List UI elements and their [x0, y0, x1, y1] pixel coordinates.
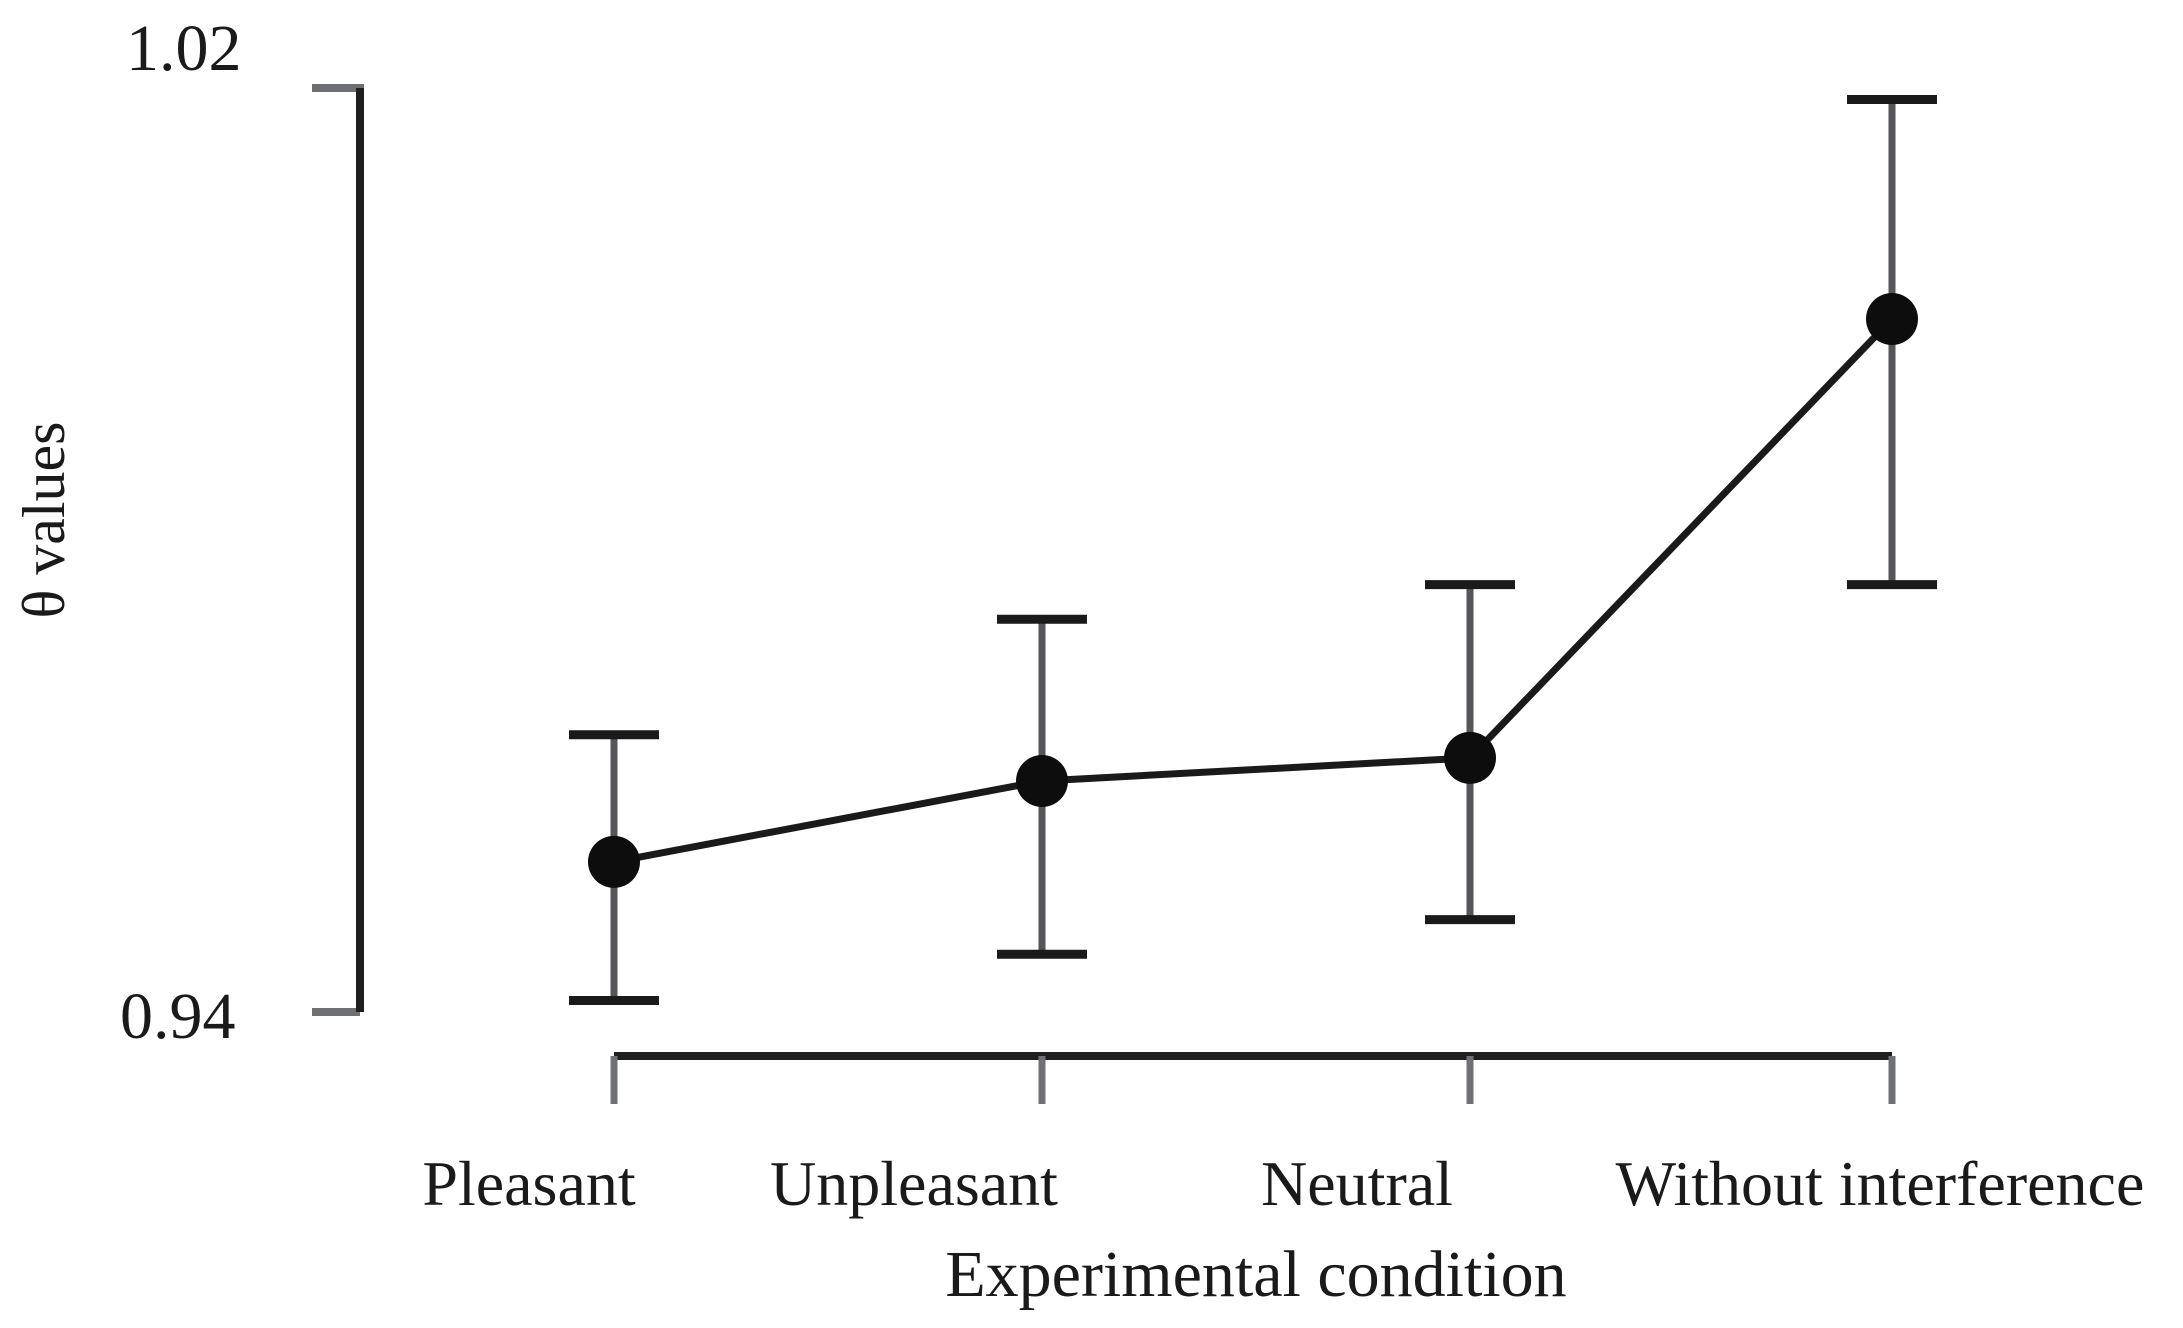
data-point-marker-3 [1866, 293, 1918, 345]
data-point-marker-0 [588, 835, 640, 888]
y-axis-end-ticks [312, 84, 364, 1016]
x-category-label-unpleasant: Unpleasant [770, 1148, 1058, 1219]
data-point-marker-1 [1016, 755, 1068, 807]
data-point-marker-2 [1444, 731, 1496, 784]
series-line [613, 316, 1895, 866]
y-axis-tick-label-bottom: 0.94 [120, 980, 236, 1053]
x-category-label-without-interference: Without interference [1615, 1148, 2145, 1219]
x-axis-title: Experimental condition [945, 1238, 1567, 1311]
y-axis-tick-label-top: 1.02 [126, 12, 242, 85]
y-axis-title: θ values [11, 421, 77, 619]
x-category-label-pleasant: Pleasant [422, 1148, 636, 1219]
x-category-label-neutral: Neutral [1261, 1148, 1453, 1219]
